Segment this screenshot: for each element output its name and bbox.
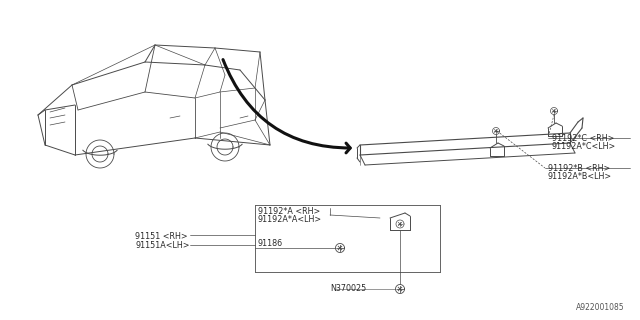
Text: 91151A<LH>: 91151A<LH> — [135, 241, 189, 250]
Text: N370025: N370025 — [330, 284, 366, 293]
Text: 91192A*A<LH>: 91192A*A<LH> — [258, 215, 322, 224]
Text: 91192A*B<LH>: 91192A*B<LH> — [548, 172, 612, 181]
Text: A922001085: A922001085 — [577, 303, 625, 312]
Text: 91192A*C<LH>: 91192A*C<LH> — [552, 142, 616, 151]
Text: 91192*B <RH>: 91192*B <RH> — [548, 164, 611, 173]
Text: 91192*C <RH>: 91192*C <RH> — [552, 134, 614, 143]
Text: 91186: 91186 — [258, 239, 283, 249]
Text: 91151 <RH>: 91151 <RH> — [135, 232, 188, 241]
Text: 91192*A <RH>: 91192*A <RH> — [258, 207, 320, 216]
